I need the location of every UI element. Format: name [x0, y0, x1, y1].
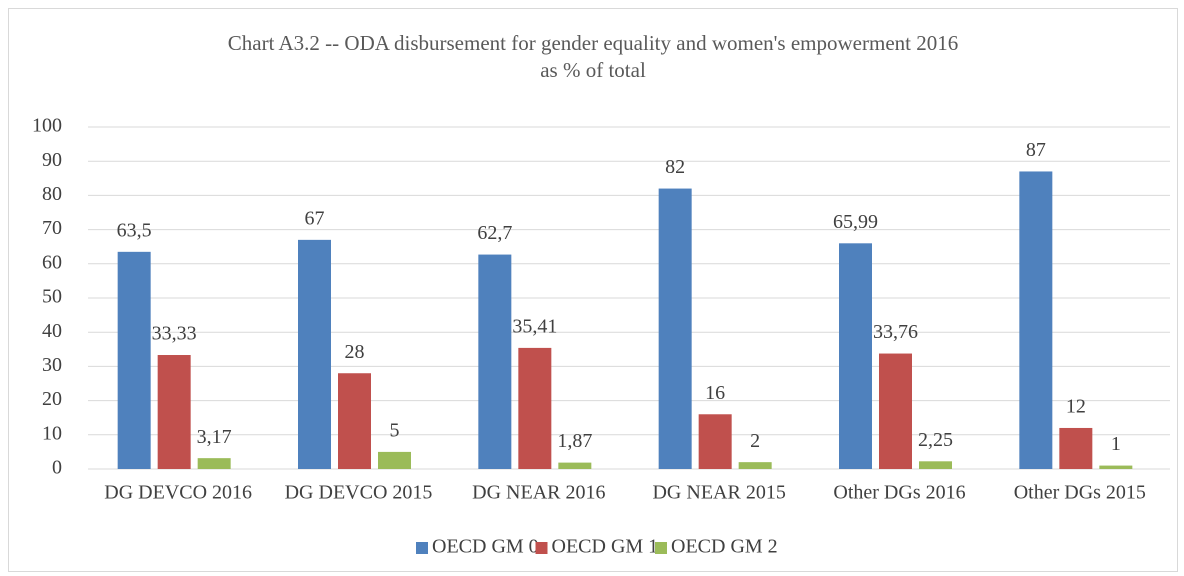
data-label: 2,25 — [918, 429, 953, 451]
legend-label: OECD GM 2 — [671, 536, 778, 558]
bar — [839, 243, 872, 469]
bar — [558, 462, 592, 469]
bar — [1099, 465, 1133, 469]
legend-swatch — [416, 542, 428, 554]
data-label: 16 — [705, 382, 725, 404]
data-label: 82 — [665, 156, 685, 178]
x-tick-label: DG NEAR 2016 — [472, 482, 605, 504]
bar — [1019, 171, 1053, 469]
x-tick-label: Other DGs 2016 — [833, 482, 965, 504]
y-tick-label: 30 — [42, 354, 62, 376]
legend-label: OECD GM 1 — [552, 536, 659, 558]
y-tick-label: 0 — [52, 457, 62, 479]
bar — [518, 347, 552, 469]
bar — [197, 458, 231, 469]
y-tick-label: 60 — [42, 251, 62, 273]
x-tick-label: DG DEVCO 2015 — [285, 482, 433, 504]
data-label: 67 — [305, 207, 325, 229]
y-tick-label: 20 — [42, 388, 62, 410]
legend-swatch — [655, 542, 667, 554]
x-tick-label: Other DGs 2015 — [1014, 482, 1146, 504]
data-label: 12 — [1066, 396, 1086, 418]
data-label: 87 — [1026, 139, 1046, 161]
y-tick-label: 50 — [42, 286, 62, 308]
chart-title: Chart A3.2 -- ODA disbursement for gende… — [228, 31, 958, 55]
y-tick-label: 100 — [32, 115, 62, 137]
data-label: 33,76 — [873, 321, 918, 343]
data-label: 1,87 — [557, 430, 592, 452]
chart-border — [8, 8, 1178, 572]
bar — [378, 451, 411, 469]
data-label: 63,5 — [117, 219, 152, 241]
legend-label: OECD GM 0 — [432, 536, 539, 558]
bar — [1059, 427, 1093, 469]
y-tick-label: 70 — [42, 217, 62, 239]
chart-subtitle: as % of total — [540, 58, 646, 82]
bar — [698, 414, 732, 469]
bar — [298, 239, 331, 469]
y-tick-label: 10 — [42, 422, 62, 444]
legend-swatch — [535, 542, 548, 554]
data-label: 35,41 — [512, 315, 557, 337]
bar — [658, 188, 692, 469]
data-label: 62,7 — [477, 222, 512, 244]
data-label: 1 — [1111, 433, 1121, 455]
data-label: 2 — [750, 430, 760, 452]
x-tick-label: DG NEAR 2015 — [652, 482, 785, 504]
bar — [879, 353, 912, 469]
x-tick-label: DG DEVCO 2016 — [104, 482, 252, 504]
y-tick-label: 90 — [42, 149, 62, 171]
bar — [338, 373, 371, 469]
bar — [117, 251, 151, 469]
bar — [478, 254, 512, 469]
bar — [919, 461, 952, 469]
data-label: 28 — [345, 341, 365, 363]
bar — [157, 355, 191, 469]
y-tick-label: 80 — [42, 183, 62, 205]
data-label: 3,17 — [197, 426, 232, 448]
data-label: 65,99 — [833, 211, 878, 233]
data-label: 5 — [390, 419, 400, 441]
bar — [738, 462, 772, 469]
y-tick-label: 40 — [42, 320, 62, 342]
data-label: 33,33 — [152, 323, 197, 345]
